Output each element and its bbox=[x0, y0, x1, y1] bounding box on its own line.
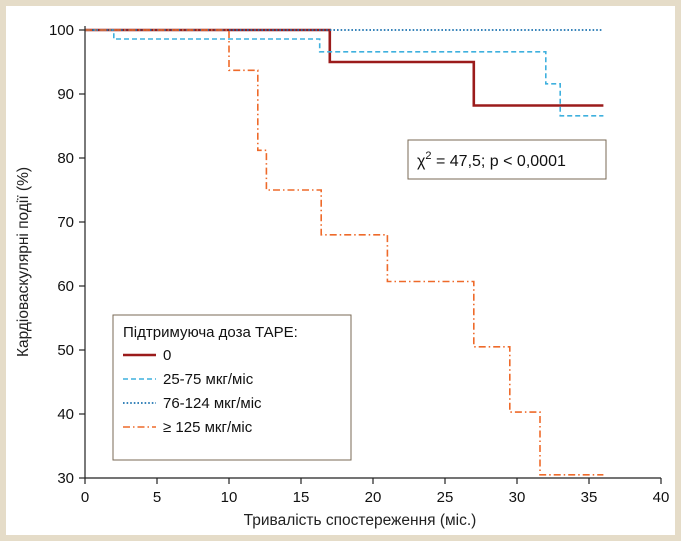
statistics-annotation: χ2 = 47,5; p < 0,0001 bbox=[407, 139, 607, 180]
x-tick-label: 25 bbox=[437, 489, 454, 506]
y-axis-title: Кардіоваскулярні події (%) bbox=[15, 167, 32, 357]
annotation-box bbox=[407, 139, 607, 180]
x-tick-label: 0 bbox=[81, 489, 89, 506]
legend-title: Підтримуюча доза ТАРЕ: bbox=[123, 324, 298, 341]
series-line-1 bbox=[85, 28, 604, 107]
annotation-value: = 47,5; p < 0,0001 bbox=[432, 153, 566, 170]
annotation-text: χ2 = 47,5; p < 0,0001 bbox=[417, 150, 566, 170]
chart-frame: 30 40 50 60 70 80 90 100 0 5 10 15 20 25 30 35 40 Кардіо… bbox=[6, 6, 675, 535]
x-tick-label: 40 bbox=[653, 489, 670, 506]
y-tick-label: 40 bbox=[57, 406, 74, 423]
series-line-4 bbox=[85, 29, 604, 476]
x-tick-label: 15 bbox=[293, 489, 310, 506]
series-line-2 bbox=[85, 29, 604, 117]
x-tick-label: 5 bbox=[153, 489, 161, 506]
legend-box bbox=[112, 314, 352, 461]
y-tick-label: 30 bbox=[57, 470, 74, 487]
y-tick-label: 100 bbox=[49, 22, 74, 39]
annotation-superscript: 2 bbox=[425, 150, 431, 162]
y-tick-label: 50 bbox=[57, 342, 74, 359]
x-tick-label: 35 bbox=[581, 489, 598, 506]
legend-label-2: 25-75 мкг/міс bbox=[163, 371, 254, 388]
annotation-chi: χ bbox=[417, 153, 426, 170]
y-tick-label: 60 bbox=[57, 278, 74, 295]
y-tick-label: 80 bbox=[57, 150, 74, 167]
x-tick-label: 20 bbox=[365, 489, 382, 506]
legend-label-1: 0 bbox=[163, 347, 171, 364]
y-tick-label: 70 bbox=[57, 214, 74, 231]
x-axis-title: Тривалість спостереження (міс.) bbox=[244, 512, 477, 529]
legend: Підтримуюча доза ТАРЕ: 0 25-75 мкг/міс 76-… bbox=[112, 314, 352, 461]
x-tick-label: 30 bbox=[509, 489, 526, 506]
x-tick-label: 10 bbox=[221, 489, 238, 506]
legend-label-4: ≥ 125 мкг/міс bbox=[163, 419, 253, 436]
legend-label-3: 76-124 мкг/міс bbox=[163, 395, 262, 412]
y-tick-label: 90 bbox=[57, 86, 74, 103]
